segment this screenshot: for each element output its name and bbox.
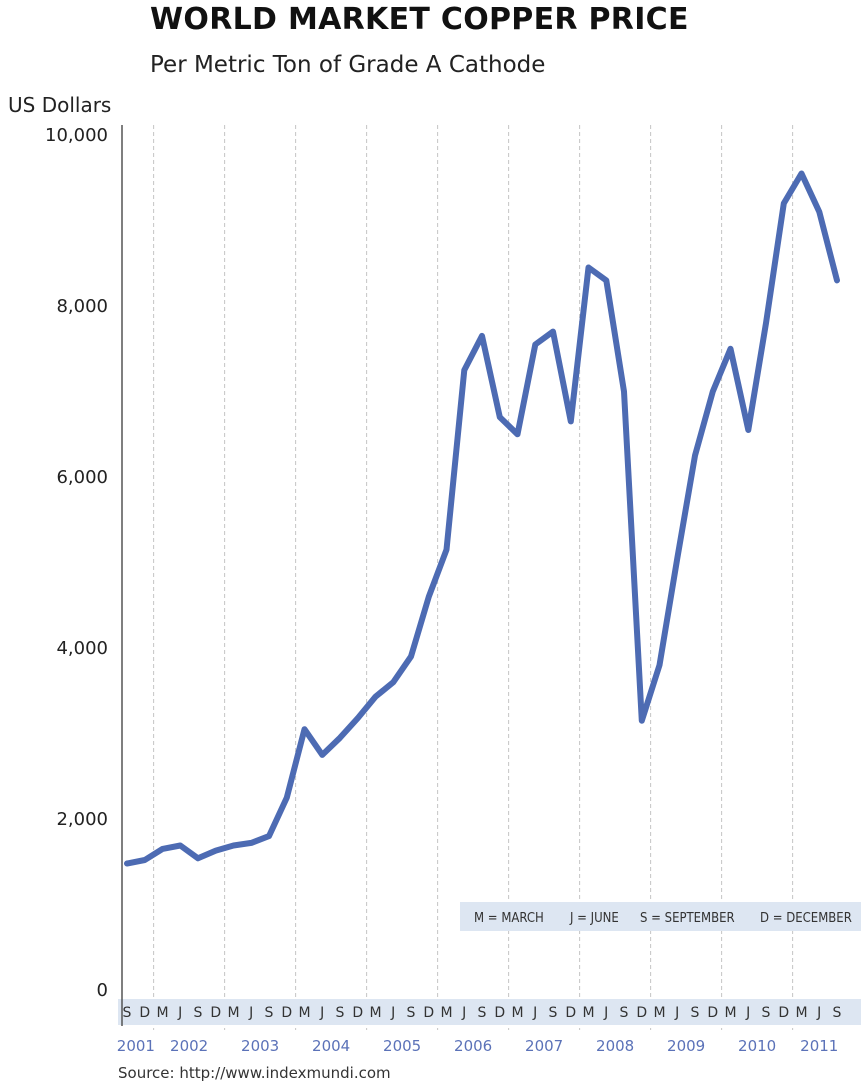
y-tick-label: 6,000 bbox=[56, 467, 108, 488]
quarter-label: D bbox=[565, 1005, 576, 1021]
quarter-label: M bbox=[511, 1005, 523, 1021]
legend-entry: D = DECEMBER bbox=[760, 911, 852, 926]
quarter-label: J bbox=[390, 1005, 395, 1021]
y-tick-label: 2,000 bbox=[56, 809, 108, 830]
quarter-label: D bbox=[423, 1005, 434, 1021]
quarter-label: J bbox=[319, 1005, 324, 1021]
quarter-label: D bbox=[352, 1005, 363, 1021]
quarter-label: S bbox=[620, 1005, 629, 1021]
y-tick-label: 10,000 bbox=[45, 125, 108, 146]
quarter-label: D bbox=[210, 1005, 221, 1021]
quarter-label: S bbox=[833, 1005, 842, 1021]
quarter-label: J bbox=[248, 1005, 253, 1021]
legend-entry: S = SEPTEMBER bbox=[640, 911, 735, 926]
legend-band bbox=[460, 902, 861, 931]
quarter-label: D bbox=[139, 1005, 150, 1021]
quarter-label: J bbox=[532, 1005, 537, 1021]
legend-entry: J = JUNE bbox=[569, 911, 619, 926]
y-axis-label: US Dollars bbox=[8, 93, 112, 117]
quarter-label: M bbox=[227, 1005, 239, 1021]
quarter-label: S bbox=[194, 1005, 203, 1021]
quarter-label: S bbox=[407, 1005, 416, 1021]
quarter-label: D bbox=[636, 1005, 647, 1021]
year-label-2010: 2010 bbox=[738, 1037, 776, 1055]
quarter-label: S bbox=[549, 1005, 558, 1021]
year-label-2006: 2006 bbox=[454, 1037, 492, 1055]
quarter-label: J bbox=[177, 1005, 182, 1021]
year-label-2008: 2008 bbox=[596, 1037, 634, 1055]
source-note: Source: http://www.indexmundi.com bbox=[118, 1064, 391, 1082]
quarter-label: S bbox=[478, 1005, 487, 1021]
quarter-label: D bbox=[281, 1005, 292, 1021]
quarter-label: D bbox=[707, 1005, 718, 1021]
quarter-label: M bbox=[298, 1005, 310, 1021]
legend-entry: M = MARCH bbox=[474, 911, 544, 926]
year-label-2007: 2007 bbox=[525, 1037, 563, 1055]
quarter-label: J bbox=[603, 1005, 608, 1021]
quarter-label: M bbox=[369, 1005, 381, 1021]
quarter-label: J bbox=[816, 1005, 821, 1021]
year-label-2003: 2003 bbox=[241, 1037, 279, 1055]
y-tick-label: 4,000 bbox=[56, 638, 108, 659]
legend: M = MARCH J = JUNE S = SEPTEMBER D = DECEMB… bbox=[474, 911, 852, 926]
year-label-2011: 2011 bbox=[800, 1037, 838, 1055]
quarter-label: S bbox=[123, 1005, 132, 1021]
quarter-label: M bbox=[440, 1005, 452, 1021]
quarter-label: M bbox=[653, 1005, 665, 1021]
year-label-2009: 2009 bbox=[667, 1037, 705, 1055]
quarter-label: S bbox=[265, 1005, 274, 1021]
year-label-2002: 2002 bbox=[170, 1037, 208, 1055]
quarter-label: S bbox=[691, 1005, 700, 1021]
quarter-label: J bbox=[674, 1005, 679, 1021]
copper-price-chart: M = MARCH J = JUNE S = SEPTEMBER D = DECEMB… bbox=[45, 125, 861, 1055]
y-tick-label: 0 bbox=[97, 980, 108, 1001]
quarter-label: D bbox=[778, 1005, 789, 1021]
year-labels: 2001 2002 2003 2004 2005 2006 2007 2008 2009 2010… bbox=[117, 1037, 839, 1055]
y-ticks: 0 2,000 4,000 6,000 8,000 10,000 bbox=[45, 125, 108, 1001]
quarter-label: M bbox=[724, 1005, 736, 1021]
chart-title: WORLD MARKET COPPER PRICE bbox=[150, 2, 689, 37]
quarter-label: S bbox=[336, 1005, 345, 1021]
quarter-label: D bbox=[494, 1005, 505, 1021]
quarter-label: J bbox=[461, 1005, 466, 1021]
year-label-2004: 2004 bbox=[312, 1037, 350, 1055]
quarter-label: S bbox=[762, 1005, 771, 1021]
year-label-2001: 2001 bbox=[117, 1037, 155, 1055]
year-gridlines bbox=[153, 125, 794, 1030]
quarter-label: M bbox=[582, 1005, 594, 1021]
quarter-band bbox=[118, 999, 861, 1025]
quarter-label: J bbox=[745, 1005, 750, 1021]
quarter-label: M bbox=[156, 1005, 168, 1021]
chart-subtitle: Per Metric Ton of Grade A Cathode bbox=[150, 52, 546, 78]
price-series-line bbox=[124, 170, 840, 867]
series-layer bbox=[124, 170, 840, 867]
y-tick-label: 8,000 bbox=[56, 296, 108, 317]
year-label-2005: 2005 bbox=[383, 1037, 421, 1055]
quarter-label: M bbox=[795, 1005, 807, 1021]
